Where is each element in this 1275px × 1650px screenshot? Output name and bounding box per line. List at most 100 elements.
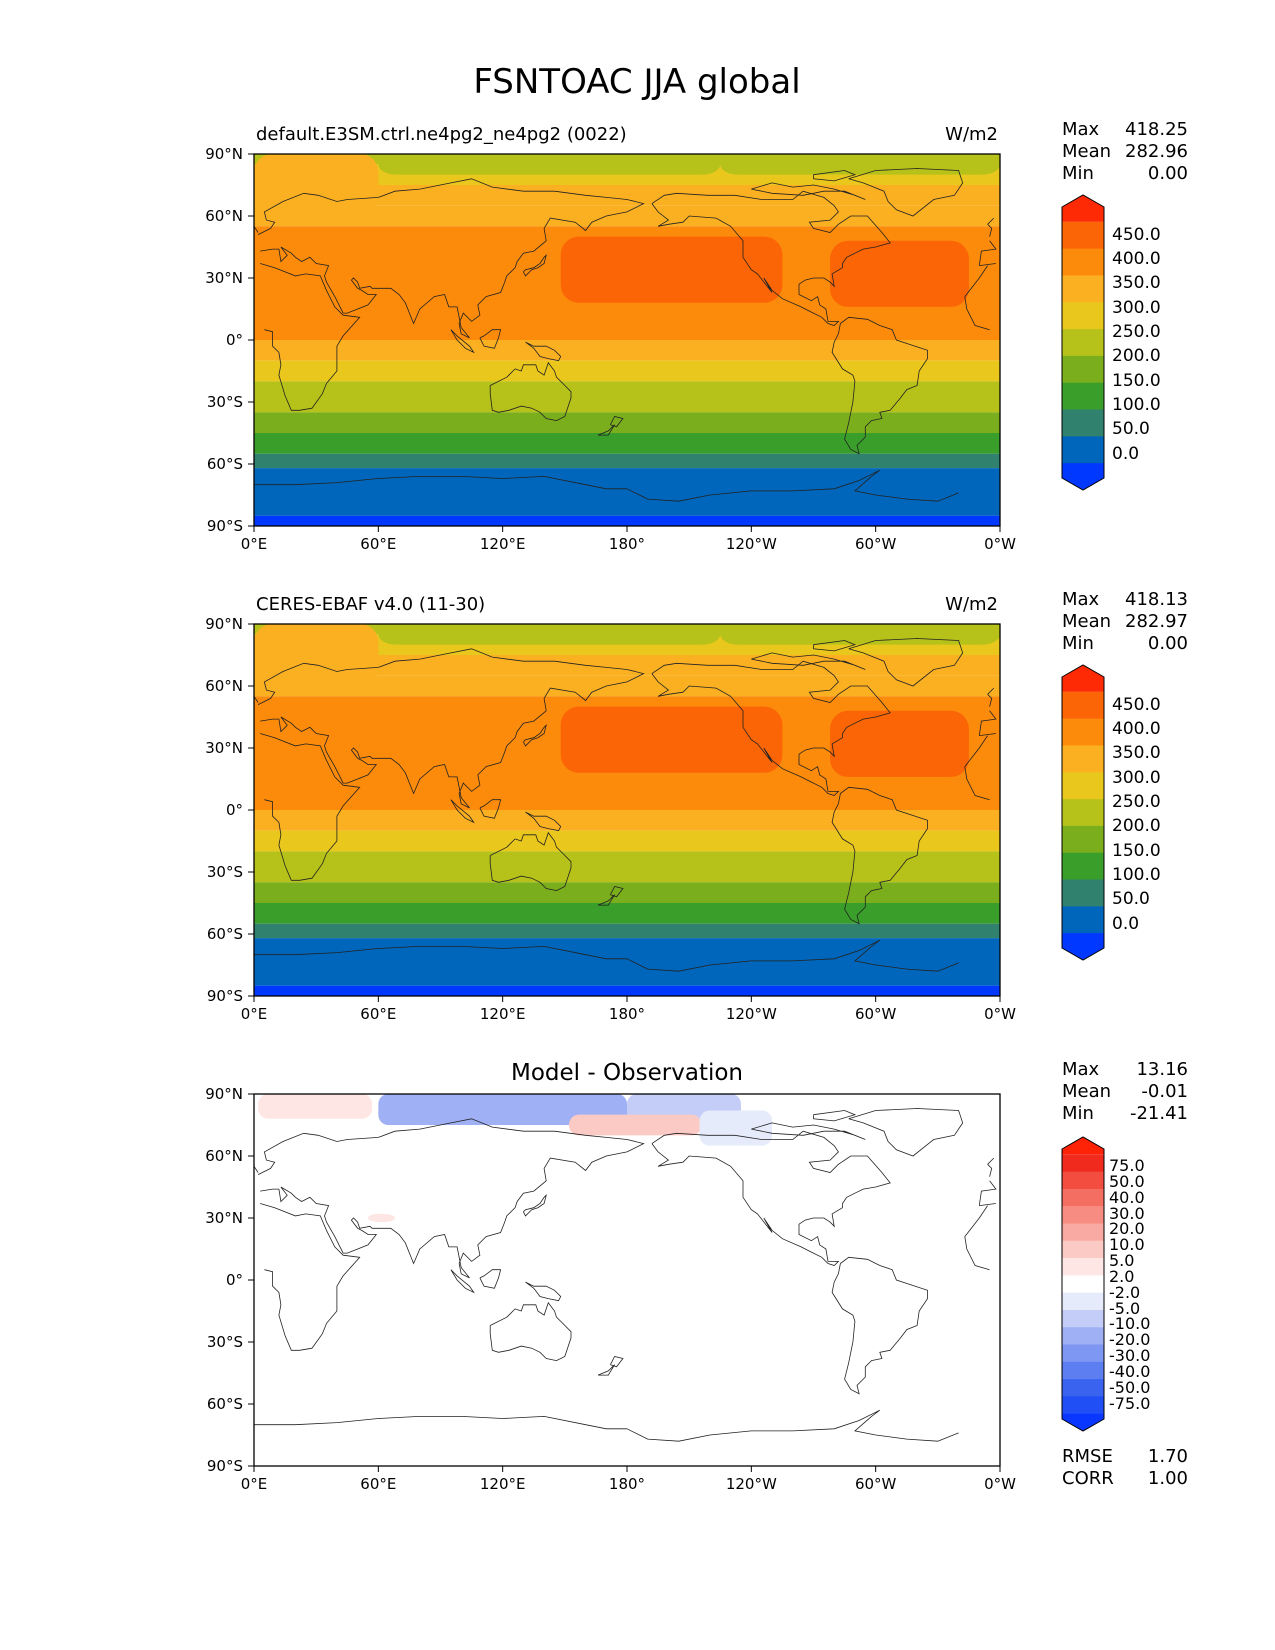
colorbar-segment: [1062, 1327, 1104, 1346]
coastline: [597, 1364, 615, 1376]
colorbar-label: -20.0: [1109, 1330, 1150, 1349]
stats-label-mean-obs: Mean: [1062, 611, 1111, 632]
y-tick-label: 30°N: [205, 1209, 243, 1227]
colorbar-segment: [1062, 665, 1104, 692]
coastline: [260, 263, 990, 411]
colorbar-label: 350.0: [1112, 273, 1161, 293]
map-bands-model: [254, 154, 1000, 526]
y-tick-label: 30°S: [207, 863, 243, 881]
field-feature: [258, 1094, 373, 1119]
colorbar-segment: [1062, 1258, 1104, 1276]
coastline: [260, 733, 990, 881]
colorbar-segment: [1062, 329, 1104, 357]
colorbar-segment: [1062, 718, 1104, 746]
colorbar-label: 250.0: [1112, 322, 1161, 342]
x-tick-label: 180°: [609, 1005, 645, 1023]
colorbar-segment: [1062, 745, 1104, 773]
colorbar-segment: [1062, 1379, 1104, 1397]
field-feature: [367, 1213, 395, 1223]
coastlines-model: [254, 168, 997, 502]
stats-value-mean-obs: 282.97: [1125, 611, 1188, 632]
y-tick-label: 90°N: [205, 615, 243, 633]
y-tick-label: 0°: [226, 331, 243, 349]
coastline: [479, 1269, 502, 1289]
colorbar-segment: [1062, 1292, 1104, 1311]
colorbar-label: 0.0: [1112, 444, 1139, 464]
coastline: [450, 329, 475, 354]
colorbar-label: -5.0: [1109, 1299, 1140, 1318]
colorbar-label: 200.0: [1112, 346, 1161, 366]
stats-label-min-diff: Min: [1062, 1103, 1094, 1124]
coastline: [831, 786, 928, 925]
colorbar-label: -75.0: [1109, 1394, 1150, 1413]
colorbar-label: 30.0: [1109, 1204, 1145, 1223]
coastline: [479, 799, 502, 819]
colorbar-segment: [1062, 1275, 1104, 1294]
map-bands-diff: [254, 1094, 1000, 1466]
colorbar-label: 5.0: [1109, 1251, 1134, 1270]
coastline: [751, 182, 866, 200]
x-tick-label: 60°E: [360, 535, 396, 553]
colorbar-label: 350.0: [1112, 743, 1161, 763]
coastline: [257, 648, 997, 809]
y-tick-label: 30°N: [205, 739, 243, 757]
coastline: [254, 469, 959, 502]
stats-value-min-obs: 0.00: [1148, 633, 1188, 654]
colorbar-label: 450.0: [1112, 695, 1161, 715]
panel-model-left-title: default.E3SM.ctrl.ne4pg2_ne4pg2 (0022): [256, 124, 627, 145]
panel-model-right-title: W/m2: [945, 124, 998, 145]
stats-value-min-model: 0.00: [1148, 163, 1188, 184]
colorbar-label: 50.0: [1109, 1172, 1145, 1191]
coastline: [597, 424, 615, 436]
map-axes-model: 0°E 60°E 120°E 180° 120°W 60°W 0°W 90°N 60°N 30°N…: [205, 145, 1016, 553]
stats-value-max-model: 418.25: [1125, 119, 1188, 140]
panel-diff: Model - Observation 0°E 60°E 120°E 180° 120°…: [205, 1059, 1188, 1493]
field-band: [254, 938, 1000, 986]
stats-value-mean-diff: -0.01: [1141, 1081, 1188, 1102]
stats-value-mean-model: 282.96: [1125, 141, 1188, 162]
coastline: [597, 894, 615, 906]
field-feature: [720, 624, 1000, 645]
colorbar-segment: [1062, 302, 1104, 330]
coastline: [479, 329, 502, 349]
field-feature: [830, 240, 969, 307]
map-field-model: [254, 154, 1000, 526]
coastline: [260, 1203, 990, 1351]
colorbar-label: 100.0: [1112, 865, 1161, 885]
x-tick-label: 60°E: [360, 1475, 396, 1493]
colorbar-label: 50.0: [1112, 889, 1150, 909]
colorbar-segment: [1062, 1361, 1104, 1380]
colorbar-segment: [1062, 1154, 1104, 1173]
x-tick-label: 0°E: [241, 1475, 268, 1493]
coastline: [254, 217, 995, 237]
colorbar-label: 150.0: [1112, 371, 1161, 391]
colorbar-label: 10.0: [1109, 1235, 1145, 1254]
colorbar-segment: [1062, 1396, 1104, 1415]
x-tick-label: 120°E: [480, 535, 526, 553]
map-field-diff: [254, 1094, 1000, 1466]
coastline: [525, 341, 562, 362]
coastline: [751, 652, 866, 670]
coastline: [254, 687, 995, 707]
coastline: [523, 724, 547, 747]
map-features-diff: [258, 1094, 773, 1223]
coastline: [525, 1281, 562, 1302]
colorbar-segment: [1062, 691, 1104, 720]
panel-diff-title: Model - Observation: [511, 1060, 743, 1086]
field-feature: [830, 710, 969, 777]
colorbar-segment: [1062, 1413, 1104, 1431]
colorbar-label: 75.0: [1109, 1156, 1145, 1175]
x-tick-label: 60°W: [855, 1475, 897, 1493]
coastline: [813, 640, 857, 652]
colorbar-segment: [1062, 436, 1104, 464]
stats-label-max-diff: Max: [1062, 1059, 1100, 1080]
field-band: [254, 185, 1000, 206]
coastline: [523, 1194, 547, 1217]
colorbar-label: 450.0: [1112, 225, 1161, 245]
stats-label-mean-diff: Mean: [1062, 1081, 1111, 1102]
colorbar-segment: [1062, 799, 1104, 827]
stats-label-max-obs: Max: [1062, 589, 1100, 610]
field-band: [254, 402, 1000, 413]
colorbar-label: 40.0: [1109, 1188, 1145, 1207]
field-feature: [720, 154, 1000, 175]
